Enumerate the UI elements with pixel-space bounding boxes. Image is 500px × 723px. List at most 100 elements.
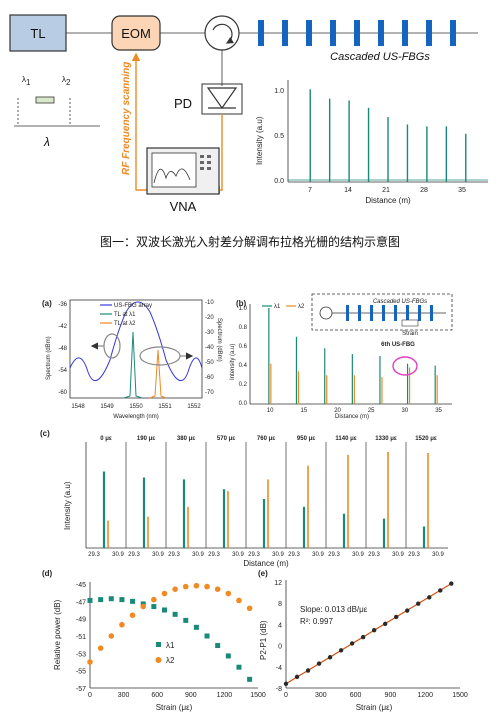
a-ytick-right: -70 — [205, 390, 214, 396]
d-point-l2 — [108, 633, 115, 639]
c-xtick: 29.3 — [328, 552, 340, 558]
a-xtick: 1549 — [100, 404, 114, 410]
panel-c-ylabel: Intensity (a.u) — [63, 481, 72, 530]
e-point — [405, 608, 410, 613]
e-point — [283, 681, 289, 686]
c-xtick: 30.9 — [352, 552, 364, 558]
panel-e-xlabel: Strain (με) — [356, 703, 393, 712]
c-xtick: 30.9 — [232, 552, 244, 558]
r2-text: R²: 0.997 — [300, 617, 333, 626]
sixth-fbg-highlight — [392, 356, 418, 376]
b-ytick: 0.2 — [239, 382, 248, 388]
a-xtick: 1552 — [187, 404, 201, 410]
slope-text: Slope: 0.013 dB/με — [300, 605, 368, 614]
b-xtick: 25 — [368, 408, 375, 414]
e-ytick: 12 — [274, 580, 282, 587]
b-mini-fbg-bar — [382, 305, 385, 321]
d-ytick: -51 — [76, 634, 86, 641]
c-xtick: 29.3 — [408, 552, 420, 558]
d-xtick: 600 — [151, 692, 163, 699]
fbg-bar — [306, 20, 312, 46]
d-point-l2 — [87, 659, 93, 665]
panel-b-tag: (b) — [236, 299, 247, 308]
eom-label: EOM — [121, 26, 151, 41]
panel-a-ylabel-left: Spectrum (dBm) — [46, 336, 52, 380]
circulator-icon — [204, 15, 240, 51]
panel-e-tag: (e) — [258, 569, 268, 578]
linear-fit-line — [285, 583, 452, 685]
inset-ytick: 1.0 — [274, 88, 284, 95]
c-xtick: 30.9 — [312, 552, 324, 558]
d-xtick: 1200 — [217, 692, 233, 699]
d-ytick: -47 — [76, 599, 86, 606]
inset-xtick: 35 — [458, 187, 466, 194]
c-strain-label: 1330 με — [375, 436, 397, 442]
inset-xtick: 28 — [420, 187, 428, 194]
e-ytick: -4 — [276, 665, 282, 672]
a-ytick-right: -40 — [205, 345, 214, 351]
d-xtick: 900 — [185, 692, 197, 699]
panel-a-spectrum: (a) US-FBG array TL at λ1 TL at λ2 -36 -4… — [42, 299, 222, 420]
panel-a-xlabel: Wavelength (nm) — [113, 414, 158, 420]
d-point-l1 — [119, 597, 125, 603]
fbg-bar — [354, 20, 360, 46]
inset-xtick: 21 — [382, 187, 390, 194]
fbg-array — [258, 20, 456, 46]
e-xtick: 1200 — [417, 692, 433, 699]
intensity-vs-distance-inset: 0.0 0.5 1.0 7 14 21 28 35 Distance (m) I… — [255, 80, 488, 205]
c-xtick: 29.3 — [208, 552, 220, 558]
lambda1-label: λ1 — [22, 75, 31, 87]
d-point-l1 — [215, 643, 221, 649]
b-ytick: 1.0 — [239, 306, 248, 312]
e-point — [294, 674, 300, 680]
d-point-l2 — [172, 586, 178, 592]
d-point-l1 — [204, 633, 210, 639]
e-xtick: 900 — [385, 692, 397, 699]
d-point-l2 — [119, 621, 125, 628]
b-mini-fbg-bar — [418, 305, 421, 321]
e-point — [449, 581, 454, 586]
d-point-l1 — [183, 617, 189, 623]
c-xtick: 30.9 — [112, 552, 124, 558]
b-mini-fbg-bar — [394, 305, 397, 321]
b-mini-fbg-bar — [346, 305, 349, 321]
panel-b-distance: (b) 1.0 0.8 0.6 0.4 0.2 0.0 10 15 20 25 30 35 λ1 λ2… — [230, 293, 453, 420]
d-xtick: 1500 — [250, 692, 266, 699]
d-ytick: -53 — [76, 651, 86, 658]
b-inset-caption: Cascaded US-FBGs — [373, 299, 427, 305]
panel-b-xlabel: Distance (m) — [335, 414, 369, 420]
b-6th-fbg-label: 6th US-FBG — [381, 342, 415, 348]
e-point — [360, 634, 366, 640]
panel-c-tag: (c) — [40, 429, 50, 438]
setup-schematic: TL EOM Cascaded US-FBGs PD RF Frequency … — [9, 14, 478, 214]
fbg-bar — [378, 20, 384, 46]
d-point-l2 — [204, 583, 210, 590]
c-strain-label: 760 με — [257, 436, 275, 442]
d-point-l2 — [182, 583, 189, 590]
b-mini-fbg-bar — [406, 305, 409, 321]
legend-usfbg: US-FBG array — [114, 303, 152, 309]
a-ytick-right: -30 — [205, 330, 214, 336]
panel-b-ylabel: Intensity (a.u) — [230, 344, 236, 380]
b-mini-fbg-bar — [370, 305, 373, 321]
panel-d-relative-power: (d) -45 -47 -49 -51 -53 -55 -570 300 600 900 1200 1… — [42, 569, 266, 712]
usfbg-spectrum-curve — [69, 301, 203, 382]
panel-a-tag: (a) — [42, 299, 52, 308]
c-strain-label: 1140 με — [335, 436, 356, 442]
d-point-l2 — [161, 590, 168, 597]
circulator-arrow-icon — [212, 23, 234, 44]
a-xtick: 1551 — [158, 404, 172, 410]
e-ytick: 0 — [278, 644, 282, 651]
c-xtick: 30.9 — [192, 552, 204, 558]
e-point — [327, 655, 333, 660]
e-point — [338, 648, 344, 653]
fbg-bar — [282, 20, 288, 46]
d-point-l1 — [130, 598, 136, 604]
tl-lambda1-peak — [123, 331, 143, 399]
c-xtick: 29.3 — [88, 552, 100, 558]
panel-c-strain-series: (c) 0 με 29.3 30.9 190 με 29.3 30.9 380 με 29.3… — [40, 429, 448, 568]
e-point — [349, 641, 355, 646]
panel-d-ylabel: Relative power (dB) — [53, 599, 62, 670]
legend-b-l2: λ2 — [298, 304, 305, 310]
